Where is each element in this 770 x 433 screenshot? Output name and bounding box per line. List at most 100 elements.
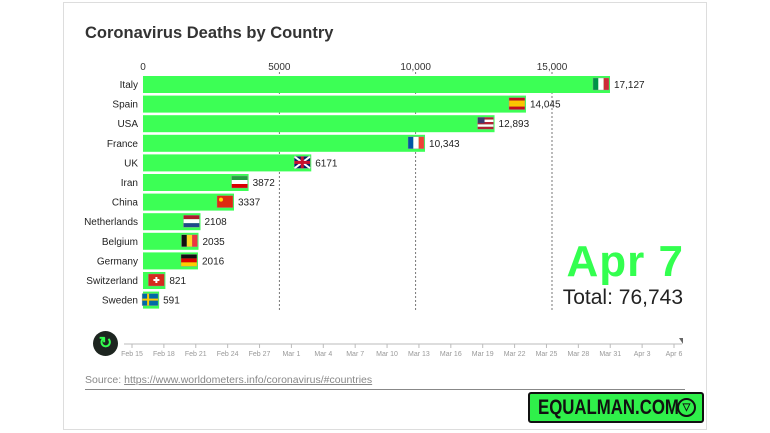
category-label: Spain <box>112 100 138 111</box>
source-link[interactable]: https://www.worldometers.info/coronaviru… <box>124 374 373 386</box>
flag-stripe <box>477 119 494 122</box>
flag-ir-icon <box>231 175 248 189</box>
flag-stripe <box>231 184 248 188</box>
timeline-label: Mar 28 <box>567 351 589 358</box>
replay-button[interactable]: ↻ <box>93 331 118 356</box>
value-label: 821 <box>169 276 186 287</box>
source-prefix: Source: <box>85 374 125 386</box>
category-label: France <box>107 139 139 150</box>
bar-france <box>143 134 426 152</box>
timeline-label: Mar 16 <box>440 351 462 358</box>
flag-uk-icon <box>294 156 311 169</box>
flag-fr-icon <box>407 136 425 150</box>
value-label: 14,045 <box>530 100 561 111</box>
current-date: Apr 7 <box>566 237 684 286</box>
bar-iran <box>143 174 249 191</box>
bar-spain <box>143 95 526 113</box>
timeline-label: Mar 10 <box>376 351 398 358</box>
category-label: Sweden <box>102 296 138 307</box>
flag-us-icon <box>477 116 494 130</box>
x-tick-label: 5000 <box>268 62 291 73</box>
flag-it-icon <box>592 77 610 91</box>
category-label: USA <box>117 119 138 130</box>
flag-stripe <box>186 234 193 247</box>
flag-stripe <box>231 180 248 184</box>
flag-stripe <box>231 176 248 180</box>
flag-de-icon <box>180 254 198 267</box>
equalman-logo[interactable]: EQUALMAN.COM ▽ <box>528 392 704 423</box>
flag-stripe <box>192 234 198 247</box>
flag-stripe <box>603 78 609 90</box>
flag-canton <box>477 117 485 124</box>
x-tick-label: 10,000 <box>400 62 431 73</box>
value-label: 6171 <box>315 158 338 169</box>
timeline-label: Mar 22 <box>504 351 526 358</box>
logo-text: EQUALMAN.COM <box>538 396 679 419</box>
timeline-label: Apr 6 <box>666 351 683 358</box>
flag-stripe <box>183 223 200 228</box>
flag-stripe <box>418 136 425 149</box>
flag-stripe <box>477 122 494 125</box>
flag-stripe <box>508 97 525 101</box>
category-label: Belgium <box>102 237 138 248</box>
flag-stripe <box>477 124 494 127</box>
flag-stripe <box>592 78 599 90</box>
flag-stripe <box>183 215 200 220</box>
category-label: Iran <box>121 178 138 189</box>
timeline-label: Feb 24 <box>217 351 239 358</box>
category-label: UK <box>124 158 138 169</box>
category-label: Italy <box>120 80 138 91</box>
flag-cross <box>153 279 160 281</box>
flag-es-icon <box>508 97 526 110</box>
divider <box>85 389 685 390</box>
flag-se-icon <box>141 293 159 306</box>
source-note: Source: https://www.worldometers.info/co… <box>85 374 372 386</box>
replay-icon: ↻ <box>98 335 113 352</box>
timeline-label: Mar 7 <box>346 351 364 358</box>
bar-usa <box>143 115 495 133</box>
flag-stripe <box>180 262 197 267</box>
value-label: 3337 <box>238 198 261 209</box>
value-label: 17,127 <box>614 80 645 91</box>
timeline-label: Mar 4 <box>314 351 332 358</box>
x-tick-label: 0 <box>140 62 146 73</box>
flag-ch-icon <box>148 273 165 287</box>
category-label: Switzerland <box>86 276 138 287</box>
flag-stripe <box>477 126 494 130</box>
total-deaths: Total: 76,743 <box>562 286 683 309</box>
value-label: 2016 <box>202 256 225 267</box>
value-label: 2108 <box>204 217 227 228</box>
timeline-handle[interactable] <box>679 338 683 344</box>
timeline-label: Feb 27 <box>249 351 271 358</box>
flag-be-icon <box>181 234 198 248</box>
value-label: 591 <box>163 296 180 307</box>
flag-cn-icon <box>216 195 234 208</box>
bar-uk <box>143 154 312 172</box>
category-label: Germany <box>97 256 138 267</box>
timeline-label: Mar 31 <box>599 351 621 358</box>
flag-cross <box>142 298 159 301</box>
flag-stripe <box>408 136 414 149</box>
timeline-label: Apr 3 <box>634 351 651 358</box>
flag-star <box>218 197 223 202</box>
value-label: 12,893 <box>499 119 530 130</box>
category-label: Netherlands <box>84 217 138 228</box>
flag-stripe <box>183 219 200 224</box>
flag-stripe <box>477 117 494 120</box>
timeline-label: Feb 15 <box>121 351 143 358</box>
value-label: 3872 <box>253 178 276 189</box>
bar-china <box>143 193 234 211</box>
flag-stripe <box>413 136 419 149</box>
value-label: 2035 <box>202 237 225 248</box>
value-label: 10,343 <box>429 139 460 150</box>
flag-stripe <box>180 258 197 263</box>
timeline-label: Feb 21 <box>185 351 207 358</box>
x-tick-label: 15,000 <box>537 62 568 73</box>
timeline-label: Feb 18 <box>153 351 175 358</box>
flag-stripe <box>598 78 604 90</box>
flag-stripe <box>181 234 187 247</box>
timeline-label: Mar 19 <box>472 351 494 358</box>
flag-stripe <box>180 254 197 259</box>
timeline-label: Mar 1 <box>282 351 300 358</box>
